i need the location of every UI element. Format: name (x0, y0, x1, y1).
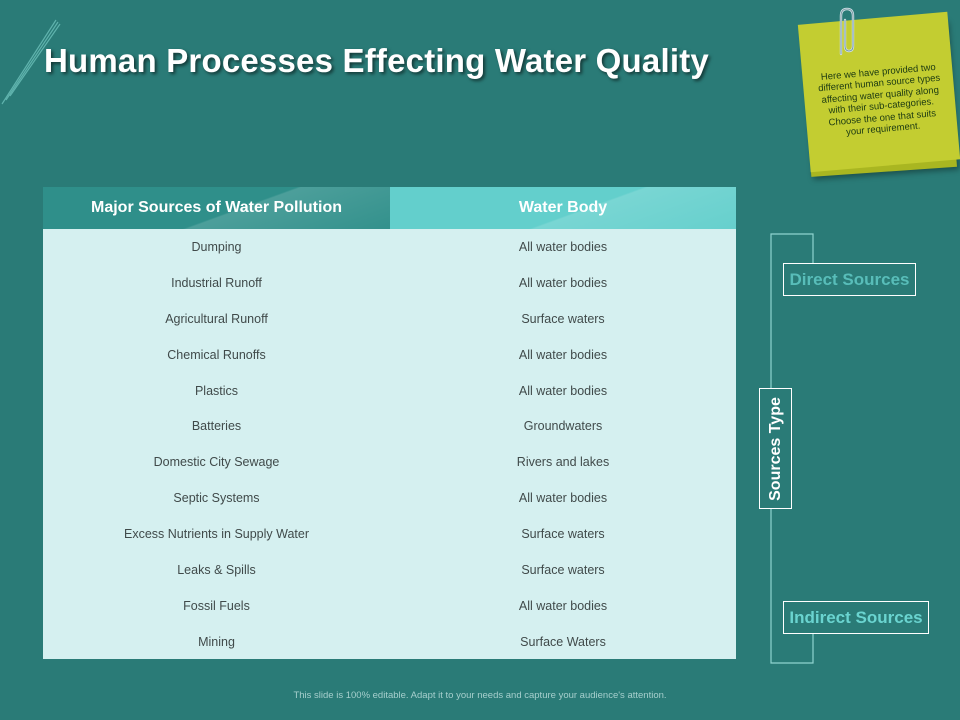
table-row: Dumping All water bodies (43, 229, 736, 265)
pollution-sources-table: Major Sources of Water Pollution Water B… (43, 187, 736, 659)
indirect-sources-box: Indirect Sources (783, 601, 929, 634)
page-title: Human Processes Effecting Water Quality (44, 42, 709, 79)
water-body-cell: All water bodies (518, 491, 608, 506)
source-cell: Industrial Runoff (171, 275, 262, 290)
table-row: Chemical Runoffs All water bodies (43, 337, 736, 373)
source-cell: Mining (198, 634, 235, 649)
source-cell: Batteries (191, 419, 242, 434)
source-cell: Plastics (194, 383, 239, 398)
table-body: Dumping All water bodies Industrial Runo… (43, 229, 736, 660)
sticky-note-paper: Here we have provided two different huma… (797, 11, 960, 173)
table-row: Excess Nutrients in Supply Water Surface… (43, 516, 736, 552)
table-row: Leaks & Spills Surface waters (43, 552, 736, 588)
water-body-cell: Groundwaters (523, 419, 603, 434)
direct-sources-box: Direct Sources (783, 263, 916, 296)
decorative-corner-lines (1, 19, 61, 105)
water-body-cell: All water bodies (518, 383, 608, 398)
source-cell: Dumping (191, 239, 242, 254)
source-cell: Leaks & Spills (177, 562, 256, 577)
source-cell: Septic Systems (173, 491, 260, 506)
source-cell: Excess Nutrients in Supply Water (123, 527, 310, 542)
table-row: Domestic City Sewage Rivers and lakes (43, 444, 736, 480)
column-header-sources-label: Major Sources of Water Pollution (91, 199, 342, 216)
column-header-water-body: Water Body (390, 187, 736, 229)
source-cell: Chemical Runoffs (167, 347, 266, 362)
water-body-cell: Surface waters (521, 527, 605, 542)
water-body-cell: Surface waters (521, 562, 605, 577)
column-header-sources: Major Sources of Water Pollution (43, 187, 390, 229)
water-body-cell: Rivers and lakes (516, 455, 610, 470)
source-cell: Domestic City Sewage (153, 455, 280, 470)
table-header: Major Sources of Water Pollution Water B… (43, 187, 736, 229)
water-body-cell: All water bodies (518, 239, 608, 254)
table-row: Batteries Groundwaters (43, 408, 736, 444)
table-row: Mining Surface Waters (43, 624, 736, 660)
water-body-cell: All water bodies (518, 275, 608, 290)
paperclip-icon (839, 7, 855, 56)
sources-type-label: Sources Type (766, 396, 784, 501)
table-row: Septic Systems All water bodies (43, 480, 736, 516)
table-row: Industrial Runoff All water bodies (43, 265, 736, 301)
water-body-cell: Surface waters (521, 311, 605, 326)
table-row: Plastics All water bodies (43, 373, 736, 409)
table-row: Fossil Fuels All water bodies (43, 588, 736, 624)
column-header-water-body-label: Water Body (518, 199, 608, 216)
table-row: Agricultural Runoff Surface waters (43, 301, 736, 337)
water-body-cell: All water bodies (518, 598, 608, 613)
water-body-cell: All water bodies (518, 347, 608, 362)
water-body-cell: Surface Waters (520, 634, 606, 649)
footer-note: This slide is 100% editable. Adapt it to… (293, 690, 667, 701)
source-cell: Agricultural Runoff (165, 311, 268, 326)
sticky-note-text: Here we have provided two different huma… (817, 61, 941, 138)
sources-type-box: Sources Type (759, 388, 792, 509)
sticky-note: Here we have provided two different huma… (797, 7, 960, 177)
source-cell: Fossil Fuels (183, 598, 250, 613)
